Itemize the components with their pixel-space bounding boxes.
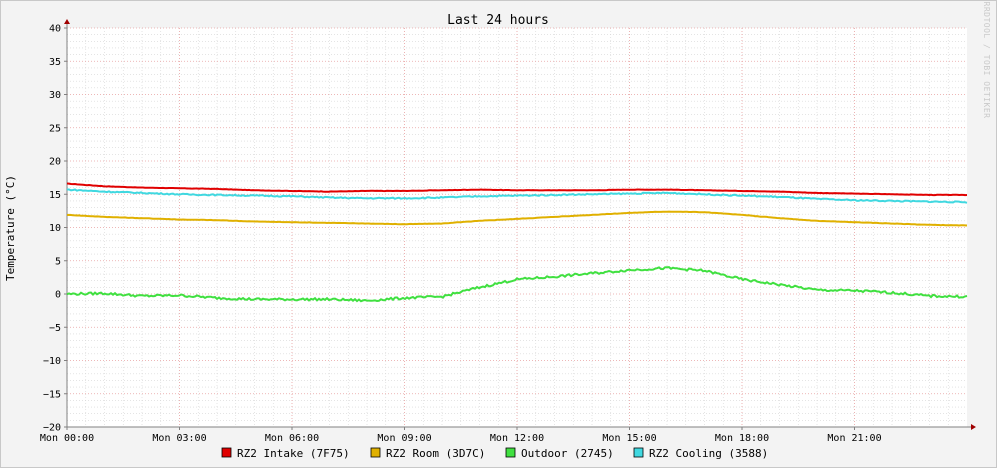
y-tick-label: 25: [49, 123, 61, 134]
series-line-3: [66, 266, 968, 303]
legend-label: RZ2 Room (3D7C): [386, 447, 485, 460]
y-tick-label: 35: [49, 57, 61, 68]
grid-layer: [66, 27, 967, 428]
watermark-text: RRDTOOL / TOBI OETIKER: [982, 2, 991, 119]
x-tick-label: Mon 18:00: [715, 433, 769, 444]
y-tick-label: −15: [43, 389, 61, 400]
legend-label: Outdoor (2745): [521, 447, 614, 460]
y-tick-label: 30: [49, 90, 61, 101]
legend-swatch: [370, 447, 381, 458]
series-line-2: [66, 210, 968, 227]
y-tick-label: 15: [49, 190, 61, 201]
x-tick-label: Mon 15:00: [602, 433, 656, 444]
legend: RZ2 Intake (7F75) RZ2 Room (3D7C) Outdoor …: [221, 447, 768, 460]
y-tick-label: −20: [43, 423, 61, 434]
y-tick-label: −5: [49, 323, 61, 334]
series-layer: [66, 182, 968, 303]
y-tick-label: −10: [43, 356, 61, 367]
x-axis-arrow: [971, 424, 976, 430]
y-axis-arrow: [64, 19, 70, 24]
x-tick-label: Mon 12:00: [490, 433, 544, 444]
y-tick-label: 40: [49, 24, 61, 35]
y-tick-label: 20: [49, 157, 61, 168]
series-line-4: [67, 188, 968, 204]
legend-label: RZ2 Intake (7F75): [237, 447, 350, 460]
y-axis-label: Temperature (°C): [4, 175, 17, 281]
y-tick-label: 10: [49, 223, 61, 234]
y-tick-label: 5: [55, 256, 61, 267]
x-tick-label: Mon 00:00: [40, 433, 94, 444]
legend-swatch: [505, 447, 516, 458]
x-tick-label: Mon 06:00: [265, 433, 319, 444]
x-tick-label: Mon 09:00: [377, 433, 431, 444]
y-tick-label: 0: [55, 290, 61, 301]
x-tick-label: Mon 03:00: [152, 433, 206, 444]
series-line-1: [66, 182, 968, 197]
legend-swatch: [633, 447, 644, 458]
legend-swatch: [221, 447, 232, 458]
chart-title: Last 24 hours: [447, 13, 549, 28]
legend-label: RZ2 Cooling (3588): [649, 447, 768, 460]
x-tick-label: Mon 21:00: [827, 433, 881, 444]
